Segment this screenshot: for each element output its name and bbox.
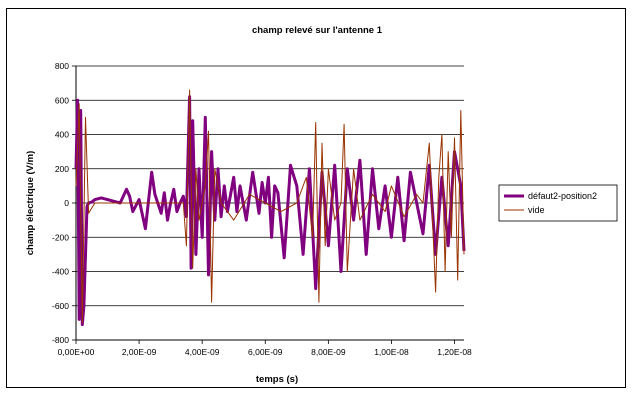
- y-tick-label: -800: [52, 335, 69, 345]
- chart-title: champ relevé sur l'antenne 1: [252, 25, 383, 36]
- x-axis-label: temps (s): [256, 374, 298, 385]
- y-tick-label: 0: [64, 198, 69, 208]
- line-chart: champ relevé sur l'antenne 1 -800 -600 -40…: [25, 25, 618, 385]
- y-tick-label: 200: [55, 164, 69, 174]
- y-tick-label: -200: [52, 232, 69, 242]
- chart-area: champ relevé sur l'antenne 1 -800 -600 -40…: [6, 8, 626, 388]
- series-line-2: [75, 89, 465, 324]
- y-tick-label: -600: [52, 301, 69, 311]
- y-tick-label: 800: [55, 61, 69, 71]
- y-tick-label: 400: [55, 130, 69, 140]
- legend: défaut2-position2 vide: [498, 184, 618, 222]
- x-tick-label: 1,20E-08: [437, 347, 472, 357]
- x-tick-label: 8,00E-09: [311, 347, 346, 357]
- x-tick-label: 0,00E+00: [58, 347, 95, 357]
- legend-box: [498, 184, 618, 222]
- legend-label: vide: [528, 205, 545, 215]
- x-tick-label: 6,00E-09: [248, 347, 283, 357]
- x-tick-label: 2,00E-09: [122, 347, 157, 357]
- x-tick-label: 1,00E-08: [374, 347, 409, 357]
- x-tick-label: 4,00E-09: [185, 347, 220, 357]
- y-tick-label: -400: [52, 267, 69, 277]
- series-line-1: [74, 95, 466, 327]
- y-axis-label: champ électrique (V/m): [25, 151, 36, 256]
- plot-area: -800 -600 -400 -200 0 200 400 600 800 0,00E+00 2,0…: [52, 61, 472, 357]
- legend-label: défaut2-position2: [528, 191, 597, 201]
- y-tick-label: 600: [55, 95, 69, 105]
